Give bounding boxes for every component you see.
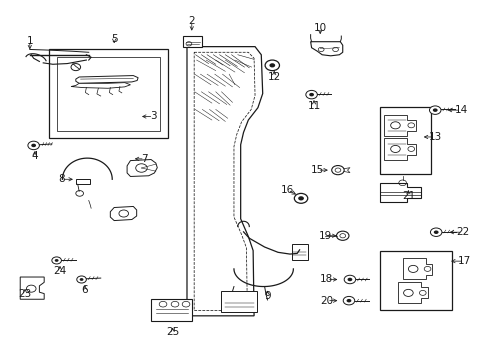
Text: 23: 23 (19, 289, 32, 298)
Text: 4: 4 (31, 151, 38, 161)
Text: 16: 16 (281, 185, 294, 195)
Circle shape (298, 196, 304, 201)
Text: 2: 2 (188, 16, 195, 26)
Circle shape (433, 230, 438, 234)
Text: 12: 12 (267, 72, 280, 82)
Text: 6: 6 (81, 285, 88, 295)
Text: 7: 7 (141, 154, 148, 164)
Circle shape (76, 190, 83, 196)
Circle shape (331, 166, 344, 175)
Bar (379, 107, 430, 174)
Polygon shape (310, 42, 342, 56)
Bar (379, 251, 451, 310)
Circle shape (305, 90, 317, 99)
Polygon shape (76, 76, 138, 83)
Text: 15: 15 (310, 165, 324, 175)
Circle shape (336, 231, 348, 240)
Circle shape (71, 64, 81, 71)
Polygon shape (127, 159, 157, 176)
Circle shape (347, 278, 351, 281)
Bar (76, 179, 90, 184)
Circle shape (308, 93, 313, 96)
Circle shape (80, 278, 83, 281)
Bar (49, 49, 167, 138)
Circle shape (346, 299, 351, 302)
Text: 18: 18 (320, 274, 333, 284)
Text: 8: 8 (58, 174, 64, 184)
Text: 11: 11 (307, 101, 320, 111)
Circle shape (185, 42, 191, 46)
Text: 22: 22 (455, 227, 468, 237)
Bar (151, 299, 191, 321)
Text: 21: 21 (401, 191, 414, 201)
Bar (183, 36, 202, 47)
Text: 9: 9 (264, 291, 270, 301)
Circle shape (77, 276, 86, 283)
Text: 5: 5 (111, 34, 117, 44)
Text: 14: 14 (453, 105, 467, 115)
Text: 24: 24 (53, 266, 66, 276)
Circle shape (55, 259, 59, 262)
Text: 10: 10 (313, 23, 326, 33)
Text: 17: 17 (456, 256, 469, 266)
Circle shape (429, 228, 441, 237)
Circle shape (31, 144, 36, 147)
Circle shape (344, 275, 355, 284)
Text: 3: 3 (150, 112, 157, 121)
Text: 25: 25 (165, 327, 179, 337)
Polygon shape (379, 183, 420, 202)
Text: 1: 1 (26, 36, 33, 46)
Circle shape (432, 108, 437, 112)
Polygon shape (402, 258, 431, 279)
Circle shape (343, 296, 354, 305)
Bar (221, 291, 257, 312)
Circle shape (28, 141, 40, 150)
Polygon shape (384, 115, 415, 136)
Text: 13: 13 (427, 132, 441, 142)
Text: 20: 20 (320, 296, 333, 306)
Circle shape (269, 63, 275, 67)
Polygon shape (384, 138, 415, 159)
Circle shape (52, 257, 61, 264)
Bar (57, 57, 160, 131)
Polygon shape (110, 207, 137, 221)
Polygon shape (397, 282, 427, 303)
Polygon shape (71, 83, 130, 88)
Circle shape (428, 106, 440, 114)
Polygon shape (20, 277, 44, 299)
Text: 19: 19 (318, 231, 331, 241)
Bar (292, 243, 307, 260)
